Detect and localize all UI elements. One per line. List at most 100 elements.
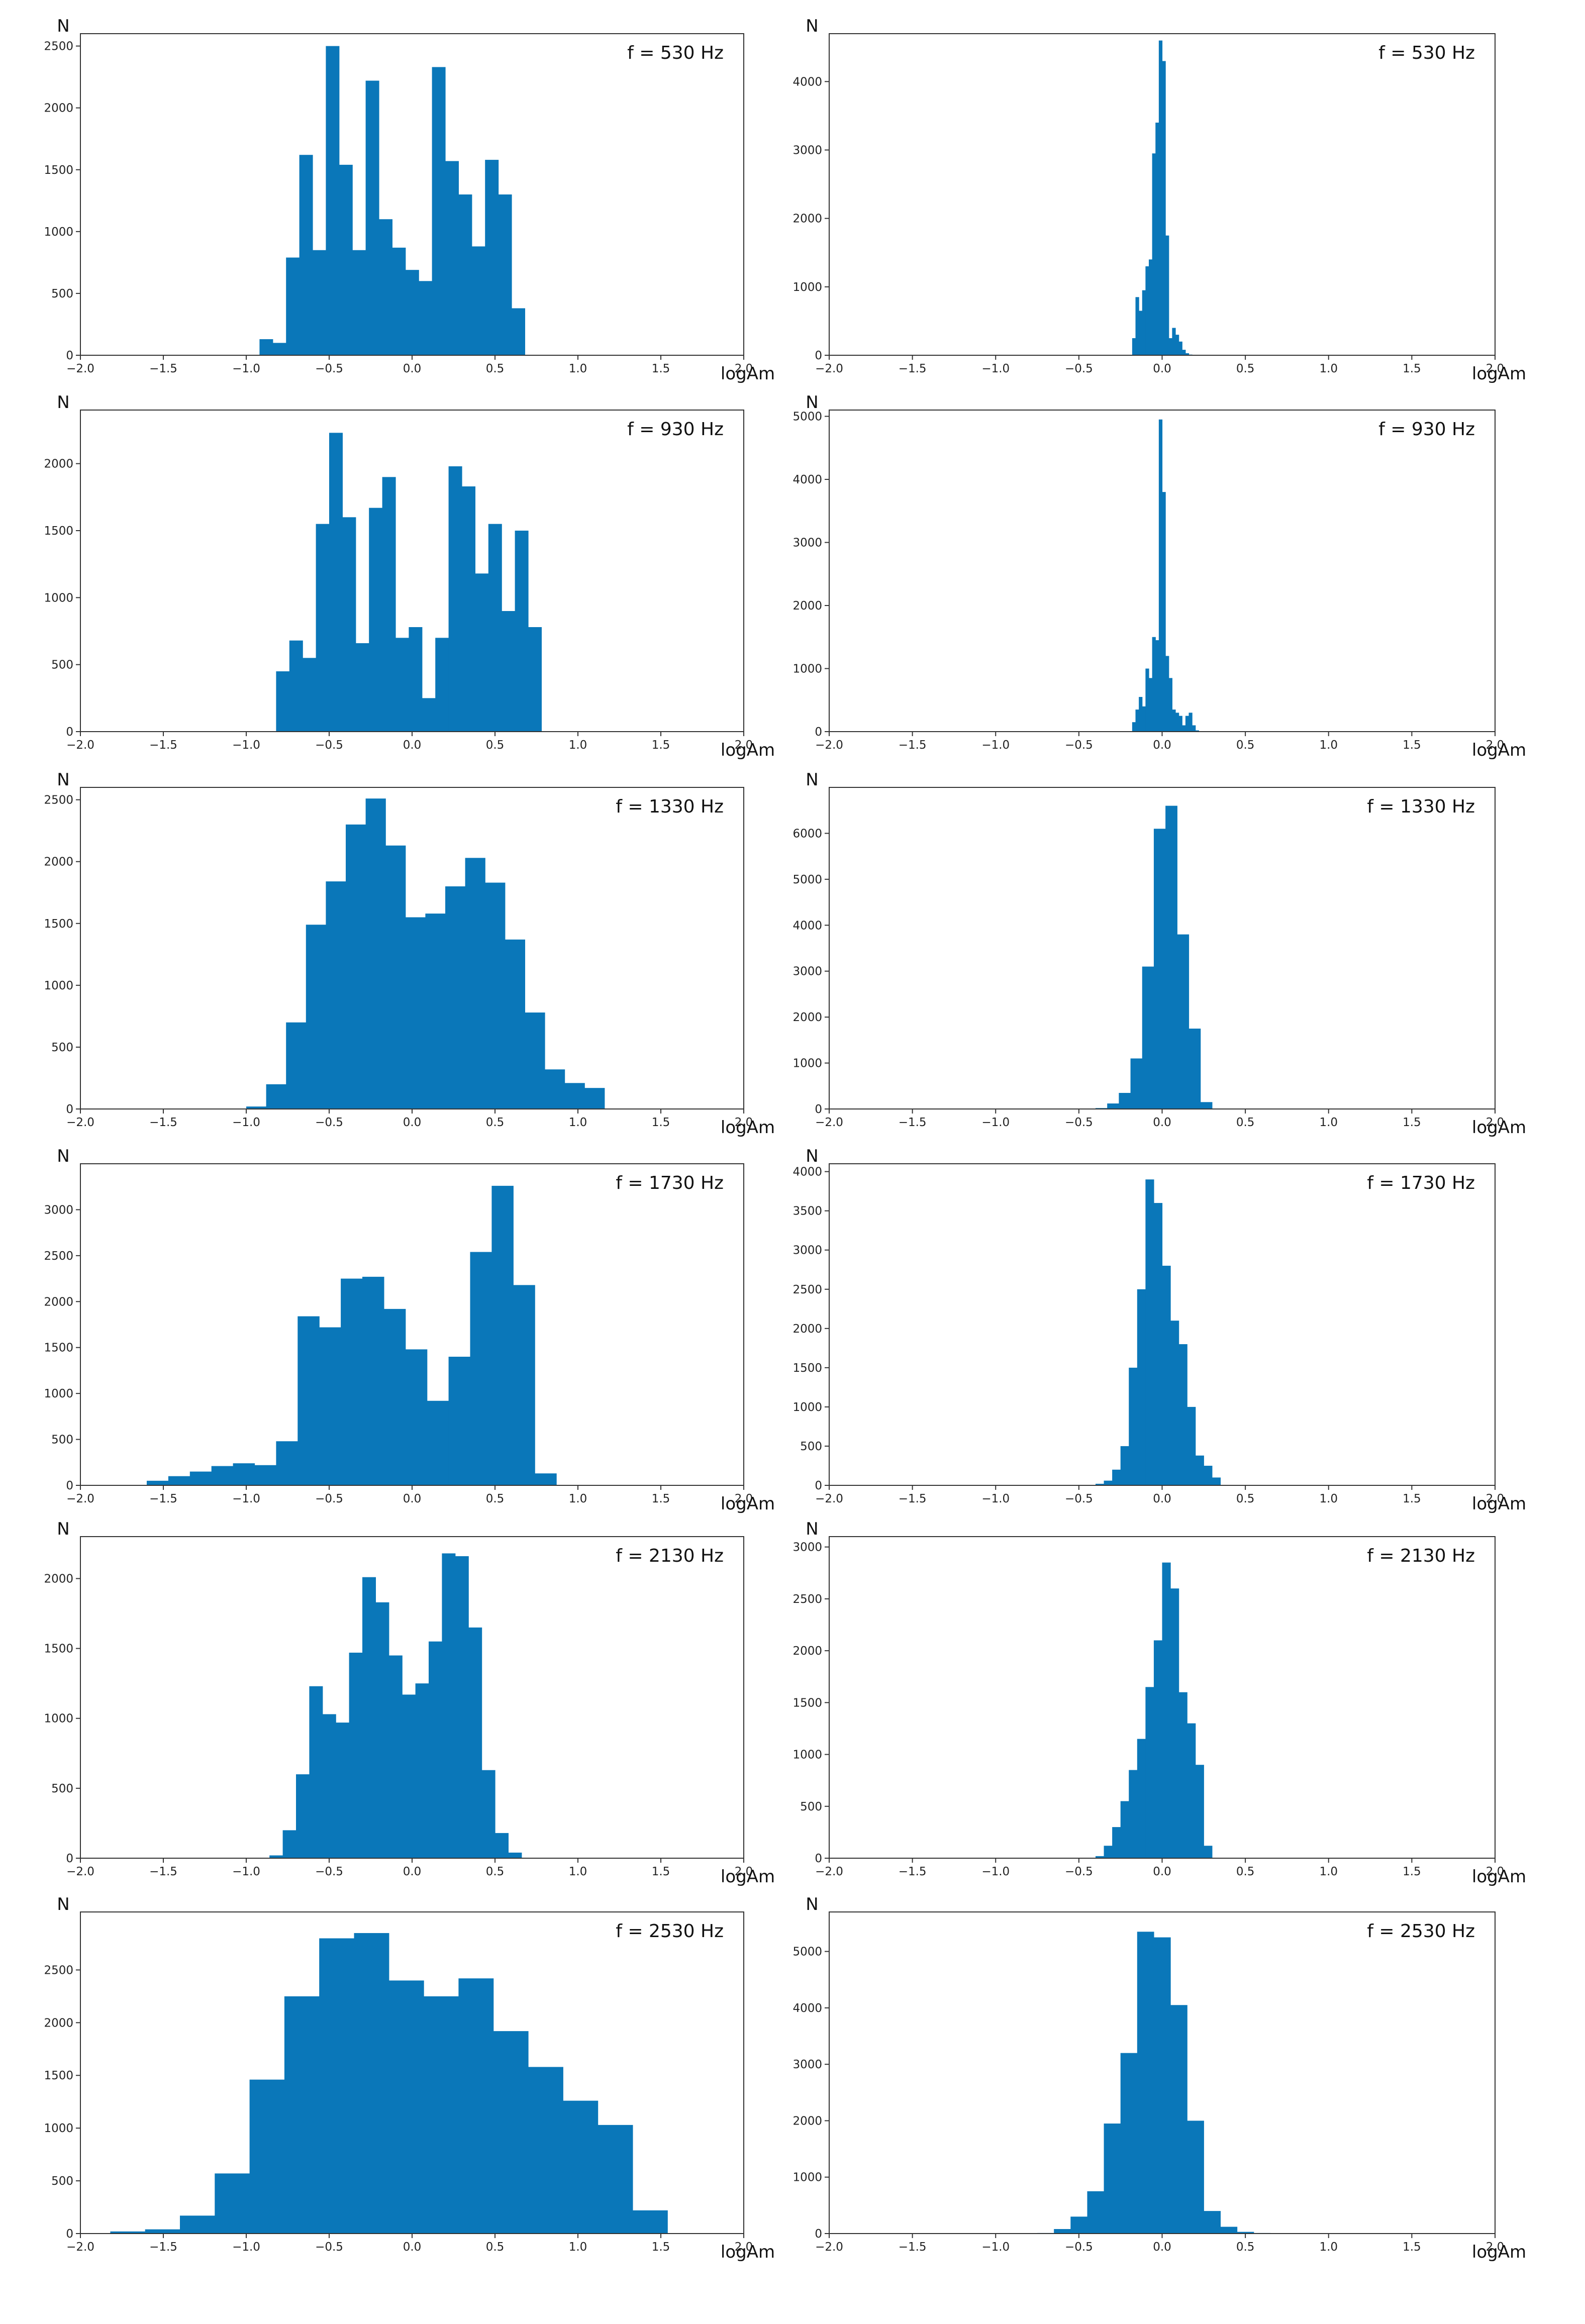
y-tick-label: 2000 xyxy=(792,1011,822,1024)
histogram-bar xyxy=(316,524,330,732)
histogram-bar xyxy=(1162,61,1166,356)
x-tick-label: −0.5 xyxy=(1065,739,1093,752)
histogram-bar xyxy=(254,1465,276,1485)
histogram-bar xyxy=(1177,934,1190,1109)
histogram-bars xyxy=(1037,1932,1271,2234)
x-tick-label: −2.0 xyxy=(66,739,94,752)
y-tick-label: 2500 xyxy=(792,1283,822,1296)
x-tick-label: 1.5 xyxy=(1403,2241,1421,2254)
y-tick-label: 5000 xyxy=(792,1946,822,1959)
x-tick-label: 0.5 xyxy=(486,1116,505,1129)
histogram-bar xyxy=(369,508,383,732)
x-tick-label: −1.0 xyxy=(232,1492,260,1505)
histogram-bar xyxy=(462,486,475,732)
histogram-bar xyxy=(289,640,303,732)
histogram-bar xyxy=(1145,1179,1154,1485)
y-tick-label: 6000 xyxy=(792,827,822,840)
y-tick-label: 0 xyxy=(815,349,822,362)
histogram-bar xyxy=(1139,696,1143,732)
x-tick-label: −1.5 xyxy=(149,362,177,375)
histogram-bar xyxy=(1187,1406,1196,1485)
histogram-bar xyxy=(1139,311,1143,355)
histogram-bar xyxy=(445,886,466,1109)
histogram-bar xyxy=(296,1774,310,1858)
histogram-bar xyxy=(1054,2229,1071,2234)
histogram-bar xyxy=(1120,1801,1129,1858)
x-tick-label: −1.5 xyxy=(899,1865,927,1878)
histogram-bar xyxy=(515,531,529,732)
x-tick-label: 2.0 xyxy=(1486,1116,1505,1129)
x-tick-label: −1.0 xyxy=(981,1492,1010,1505)
x-tick-label: −1.5 xyxy=(899,1116,927,1129)
histogram-panel-12: −2.0 −1.5 −1.0 −0.5 0.0 0.5 1.0 1.5 2.0 0 1000 2000… xyxy=(792,1894,1526,2262)
x-tick-label: −1.0 xyxy=(232,2241,260,2254)
histogram-bar xyxy=(1195,1455,1204,1485)
x-tick-label: 1.5 xyxy=(1403,1116,1421,1129)
histogram-panel-6: −2.0 −1.5 −1.0 −0.5 0.0 0.5 1.0 1.5 2.0 0 1000 2000… xyxy=(792,770,1526,1138)
histogram-bar xyxy=(309,1686,323,1858)
y-tick-group: 0 1000 2000 3000 4000 5000 6000 xyxy=(792,827,829,1116)
x-tick-group: −2.0 −1.5 −1.0 −0.5 0.0 0.5 1.0 1.5 2.0 xyxy=(815,2234,1504,2254)
x-tick-label: 0.5 xyxy=(1236,1865,1255,1878)
y-tick-label: 1500 xyxy=(44,1342,73,1355)
x-tick-label: 0.0 xyxy=(403,739,422,752)
histogram-bar xyxy=(485,160,499,355)
histogram-bar xyxy=(485,882,506,1109)
histogram-bar xyxy=(512,308,525,355)
y-tick-label: 1500 xyxy=(44,1643,73,1656)
x-tick-label: 1.0 xyxy=(569,1492,587,1505)
x-tick-label: 1.5 xyxy=(1403,362,1421,375)
x-tick-label: 0.5 xyxy=(1236,1116,1255,1129)
histogram-bar xyxy=(266,1084,286,1109)
histogram-bar xyxy=(1170,1588,1179,1858)
y-axis-label: N xyxy=(57,770,69,790)
x-axis-label: logAm xyxy=(1472,740,1526,760)
histogram-bar xyxy=(1149,259,1153,355)
y-tick-label: 0 xyxy=(66,1852,73,1865)
x-tick-label: −1.5 xyxy=(149,1865,177,1878)
histogram-bar xyxy=(336,1723,350,1858)
histogram-bar xyxy=(1145,668,1149,732)
y-tick-label: 2000 xyxy=(44,1295,73,1308)
histogram-bar xyxy=(319,1938,355,2234)
histogram-bars xyxy=(246,798,605,1109)
y-tick-label: 0 xyxy=(815,1852,822,1865)
histogram-bar xyxy=(1129,1367,1138,1485)
x-tick-label: −2.0 xyxy=(815,2241,843,2254)
frequency-annotation: f = 930 Hz xyxy=(1378,419,1475,440)
histogram-bar xyxy=(1120,2053,1138,2234)
x-tick-label: −2.0 xyxy=(66,1492,94,1505)
histogram-bar xyxy=(564,1083,585,1109)
x-axis-label: logAm xyxy=(1472,1118,1526,1138)
y-tick-label: 2500 xyxy=(44,1964,73,1977)
histogram-bar xyxy=(1135,297,1139,355)
histogram-bar xyxy=(326,46,340,356)
histogram-bar xyxy=(1170,1321,1179,1485)
x-tick-label: −1.0 xyxy=(981,1865,1010,1878)
x-tick-label: −1.5 xyxy=(149,2241,177,2254)
histogram-bar xyxy=(445,161,459,355)
histogram-bar xyxy=(1153,1640,1163,1858)
y-tick-label: 2000 xyxy=(792,599,822,613)
x-tick-label: 0.0 xyxy=(403,362,422,375)
y-tick-label: 0 xyxy=(66,1103,73,1116)
x-tick-label: 0.5 xyxy=(486,2241,505,2254)
histogram-panel-2: −2.0 −1.5 −1.0 −0.5 0.0 0.5 1.0 1.5 2.0 0 1000 2000… xyxy=(792,16,1526,384)
histogram-bar xyxy=(1155,640,1159,732)
y-tick-group: 0 500 1000 1500 2000 2500 xyxy=(44,40,80,362)
histogram-bar xyxy=(168,1476,190,1485)
histogram-bar xyxy=(465,858,485,1109)
y-tick-label: 500 xyxy=(51,1434,73,1447)
y-tick-label: 2000 xyxy=(792,213,822,226)
x-tick-label: −0.5 xyxy=(315,362,343,375)
histogram-bar xyxy=(1153,829,1166,1109)
x-tick-label: 2.0 xyxy=(735,1492,753,1505)
histogram-bar xyxy=(1162,1562,1171,1858)
histogram-bar xyxy=(502,611,516,732)
histogram-bar xyxy=(346,824,366,1109)
histogram-bar xyxy=(535,1473,557,1485)
histogram-bar xyxy=(1155,123,1159,355)
histogram-bar xyxy=(598,2125,633,2234)
y-tick-label: 5000 xyxy=(792,873,822,886)
histogram-bar xyxy=(419,281,433,355)
